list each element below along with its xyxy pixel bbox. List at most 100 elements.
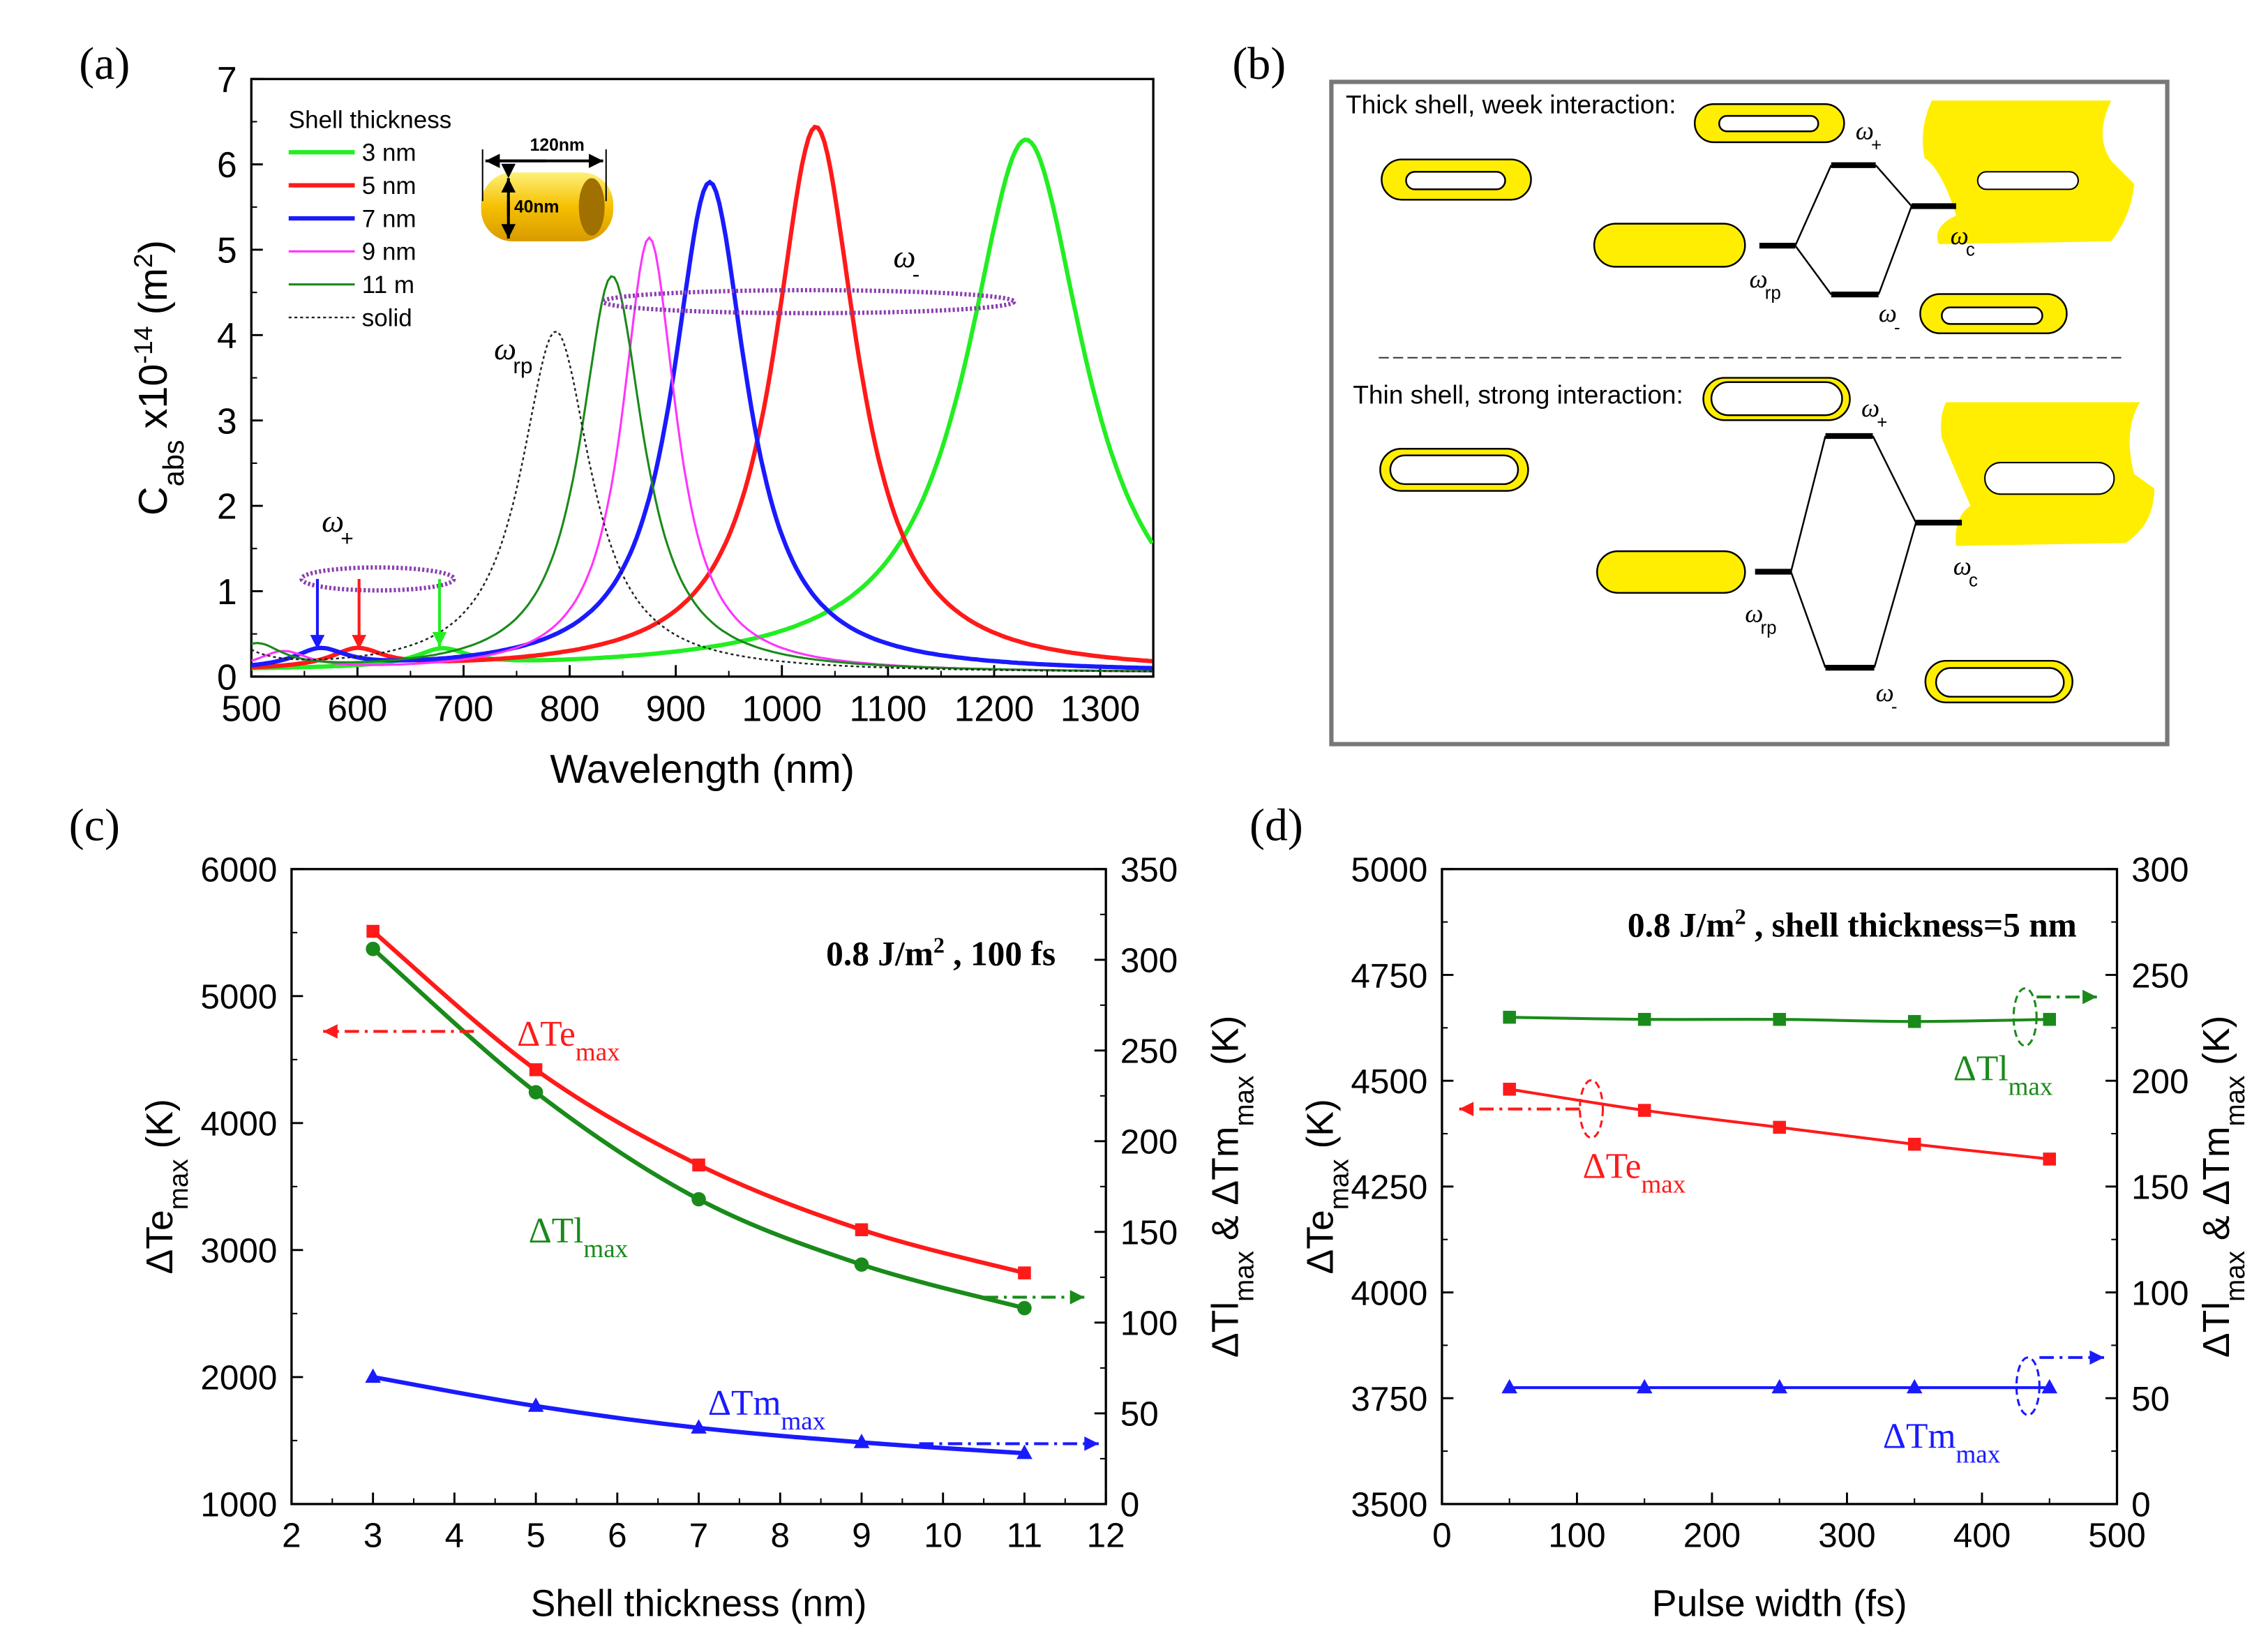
length-label: 120nm: [530, 136, 585, 155]
triangle-marker: [1501, 1379, 1517, 1394]
legend-label: 3 nm: [362, 140, 416, 167]
legend-label: solid: [362, 304, 412, 331]
y-tick-label: 2000: [200, 1359, 277, 1397]
x-tick-label: 11: [1007, 1517, 1042, 1555]
thick-connector: [1875, 164, 1913, 207]
square-marker: [1773, 1120, 1786, 1134]
thick-omega-minus-label: ω-: [1879, 299, 1900, 338]
square-marker: [692, 1158, 705, 1172]
omega-rp-label-subscript: rp: [513, 353, 532, 378]
y2-tick-label: 300: [2131, 851, 2189, 889]
x-axis-label: Wavelength (nm): [550, 747, 855, 792]
thin-nanotube: [1379, 448, 1529, 492]
y-tick-label: 0: [217, 656, 237, 697]
condition-label-part: 2: [933, 933, 945, 958]
thin-solid-rod-shell: [1596, 550, 1746, 594]
blue-arrow-head: [310, 635, 325, 649]
thick-omega-rp-label: ωrp: [1749, 265, 1780, 303]
y-axis-label: ΔTemax (K): [140, 1099, 193, 1274]
y-tick-label: 5: [217, 230, 237, 271]
y2-axis-label-part: (K): [2196, 1016, 2237, 1076]
circle-marker: [366, 941, 380, 956]
y2-tick-label: 350: [1120, 851, 1178, 889]
y2-axis-label-part: max: [1229, 1076, 1259, 1127]
y2-tick-label: 200: [2131, 1062, 2189, 1101]
y-tick-label: 5000: [200, 978, 277, 1016]
y2-tick-label: 0: [1120, 1486, 1139, 1524]
y-tick-label: 6000: [200, 851, 277, 889]
x-tick-label: 500: [2088, 1517, 2145, 1555]
x-tick-label: 300: [1818, 1517, 1875, 1555]
thin-connector: [1790, 571, 1826, 668]
axis-indicator-ellipse: [1578, 1079, 1605, 1139]
x-axis-label: Shell thickness (nm): [531, 1584, 867, 1625]
thin-connector: [1789, 435, 1826, 572]
axis-indicator-arrow-head: [2082, 989, 2097, 1005]
series-label-part: ΔTm: [708, 1383, 781, 1423]
condition-label-part: 2: [1735, 904, 1746, 929]
panel-b-hybridization-diagram: Thick shell, week interaction: Thin shell…: [1329, 80, 2170, 746]
y-tick-label: 4500: [1351, 1062, 1427, 1101]
thick-omega-plus-label-subscript: +: [1871, 135, 1882, 155]
series-label-part: ΔTe: [1583, 1146, 1642, 1186]
y-axis-label: ΔTemax (K): [1300, 1099, 1353, 1274]
thick-omega-minus-label-subscript: -: [1894, 318, 1900, 338]
omega-plus-label-subscript: +: [340, 525, 354, 550]
axis-indicator-arrow-head: [1459, 1102, 1474, 1116]
legend-label: 7 nm: [362, 205, 416, 232]
thick-connector: [1877, 206, 1913, 295]
square-marker: [855, 1223, 869, 1236]
x-tick-label: 8: [771, 1517, 790, 1555]
y-axis-label-part: (K): [140, 1099, 181, 1159]
panel-c-temperature-vs-thickness: 2 3 4 5 6 7 8 9 10 11 12 1000 2000 3000 4000 5000 6000 0 5…: [140, 851, 1259, 1625]
y-axis-label-part: (m: [131, 268, 176, 326]
thick-omega-plus-label-symbol: ω: [1856, 117, 1874, 146]
series-line: [371, 947, 1026, 1311]
y2-axis-label-part: ΔTl: [2196, 1302, 2237, 1358]
omega-plus-label-symbol: ω: [322, 504, 344, 539]
x-tick-label: 12: [1087, 1517, 1125, 1555]
axis-indicator-arrow-head: [1069, 1290, 1085, 1305]
x-tick-label: 1000: [742, 689, 822, 729]
y2-tick-label: 250: [2131, 956, 2189, 995]
y-tick-label: 4750: [1351, 956, 1427, 995]
thin-omega-c-label-subscript: c: [1969, 571, 1978, 590]
square-marker: [2043, 1012, 2056, 1026]
y-tick-label: 4: [217, 315, 237, 356]
thin-omega-plus-mode: [1702, 377, 1851, 421]
legend: Shell thickness 3 nm 5 nm 7 nm 9 nm 11 m solid: [289, 106, 451, 331]
y-tick-label: 7: [217, 59, 237, 100]
thick-omega-rp-label-subscript: rp: [1765, 284, 1781, 303]
thin-omega-c-label-symbol: ω: [1953, 553, 1972, 581]
y-tick-label: 3750: [1351, 1380, 1427, 1418]
y2-axis-label-part: max: [1229, 1251, 1259, 1302]
thin-omega-plus-label-symbol: ω: [1861, 394, 1879, 423]
y-axis-label: Cabs x10-14 (m2): [128, 240, 189, 516]
thick-shell-title: Thick shell, week interaction:: [1346, 90, 1676, 119]
thick-omega-c-label: ωc: [1951, 222, 1975, 260]
y2-axis-label-part: max: [2221, 1076, 2251, 1127]
thick-omega-c-label-subscript: c: [1966, 241, 1975, 260]
thick-omega-plus-mode-core: [1718, 114, 1819, 133]
green-arrow-head: [432, 632, 447, 647]
x-axis-label: Pulse width (fs): [1652, 1584, 1907, 1625]
y-axis-label-part: abs: [156, 440, 189, 486]
thin-omega-minus-mode-core: [1935, 667, 2065, 698]
y-axis-label-part: max: [1324, 1159, 1354, 1210]
omega-minus-label-symbol: ω: [893, 239, 915, 274]
triangle-marker: [1906, 1379, 1923, 1394]
y2-axis-label-part: max: [2221, 1251, 2251, 1302]
condition-label-part: , shell thickness=5 nm: [1746, 906, 2077, 945]
y2-tick-label: 0: [2131, 1486, 2150, 1524]
x-tick-label: 0: [1432, 1517, 1451, 1555]
thin-solid-rod: [1596, 550, 1746, 594]
series-label-part: max: [781, 1407, 825, 1436]
x-tick-label: 6: [608, 1517, 626, 1555]
thick-omega-minus-mode-core: [1941, 306, 2043, 325]
length-arrow-head: [485, 153, 500, 168]
x-tick-label: 800: [540, 689, 600, 729]
thin-omega-rp-label: ωrp: [1745, 600, 1776, 638]
thick-omega-rp-label-symbol: ω: [1749, 265, 1767, 294]
axis-indicator-arrow-head: [1084, 1436, 1099, 1451]
series-label: ΔTlmax: [529, 1211, 629, 1263]
